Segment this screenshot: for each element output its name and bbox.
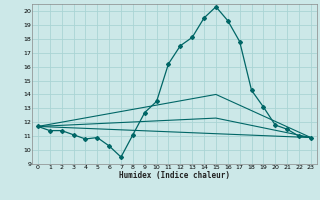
X-axis label: Humidex (Indice chaleur): Humidex (Indice chaleur) [119,171,230,180]
